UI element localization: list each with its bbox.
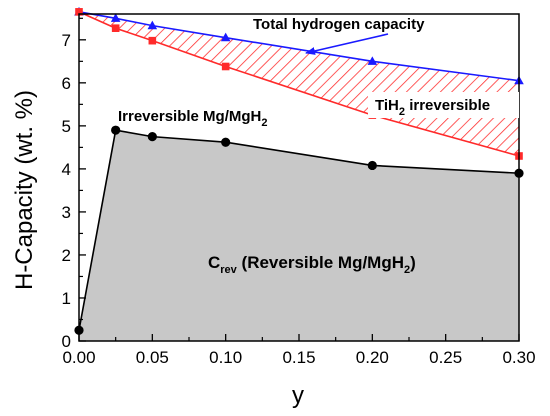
data-point-circle bbox=[147, 132, 157, 142]
data-point-circle bbox=[367, 160, 377, 171]
y-tick-label: 0 bbox=[62, 332, 71, 351]
fill-regions bbox=[79, 11, 519, 341]
annotation-crev-c: C bbox=[208, 253, 220, 272]
annotation-crev-sub: rev bbox=[220, 264, 237, 276]
y-axis: 0 1 2 3 4 5 6 7 bbox=[62, 17, 86, 351]
x-tick-label: 0.05 bbox=[136, 348, 169, 367]
y-axis-title: H-Capacity (wt. %) bbox=[11, 90, 38, 290]
annotation-tih2-text-b: irreversible bbox=[405, 97, 490, 114]
annotation-total-capacity-label: Total hydrogen capacity bbox=[253, 16, 425, 33]
x-tick-label: 0.25 bbox=[429, 348, 462, 367]
annotation-irreversible-mg: Irreversible Mg/MgH2 bbox=[118, 108, 268, 129]
series-line bbox=[78, 11, 520, 157]
x-axis-title: y bbox=[292, 382, 304, 409]
annotation-irreversible-mg-text: Irreversible Mg/MgH bbox=[118, 108, 261, 125]
data-point-triangle bbox=[220, 32, 231, 42]
data-point-circle bbox=[221, 137, 231, 147]
data-point-square bbox=[221, 62, 230, 71]
data-point-triangle bbox=[367, 56, 378, 65]
annotation-tih2-sub: 2 bbox=[399, 106, 405, 118]
annotation-total-capacity: Total hydrogen capacity bbox=[253, 16, 425, 55]
y-tick-label: 6 bbox=[62, 74, 71, 93]
data-point-triangle bbox=[110, 13, 121, 22]
annotation-crev-text: (Reversible Mg/MgH bbox=[237, 253, 404, 272]
annotation-crev-close: ) bbox=[410, 253, 416, 272]
x-tick-label: 0.10 bbox=[209, 348, 242, 367]
data-point-square bbox=[75, 8, 83, 16]
y-tick-label: 3 bbox=[62, 203, 71, 222]
x-tick-label: 0.30 bbox=[502, 348, 535, 367]
series-line bbox=[78, 11, 520, 82]
data-point-square bbox=[111, 24, 120, 32]
annotation-tih2-text: TiH bbox=[375, 97, 399, 114]
x-tick-label: 0.20 bbox=[356, 348, 389, 367]
data-point-triangle bbox=[147, 20, 158, 30]
tih2-label-background bbox=[368, 92, 519, 118]
y-tick-label: 7 bbox=[62, 31, 71, 50]
x-tick-label: 0.00 bbox=[62, 348, 95, 367]
annotation-crev-sub2: 2 bbox=[404, 264, 410, 276]
series-line bbox=[78, 129, 520, 331]
reversible-region bbox=[79, 130, 519, 341]
tih2-irreversible-region bbox=[79, 11, 519, 156]
annotation-crev: Crev (Reversible Mg/MgH2) bbox=[208, 253, 416, 276]
data-point-square bbox=[148, 36, 157, 45]
x-axis: 0.00 0.05 0.10 0.15 0.20 0.25 0.30 bbox=[62, 334, 536, 367]
y-tick-label: 4 bbox=[62, 160, 71, 179]
annotation-irreversible-mg-sub: 2 bbox=[261, 117, 267, 129]
annotation-arrow bbox=[305, 33, 389, 55]
annotation-tih2-irreversible: TiH2 irreversible bbox=[375, 97, 490, 118]
x-tick-label: 0.15 bbox=[282, 348, 315, 367]
y-tick-label: 5 bbox=[62, 117, 71, 136]
data-point-circle bbox=[111, 125, 121, 135]
y-tick-label: 1 bbox=[62, 289, 71, 308]
y-tick-label: 2 bbox=[62, 246, 71, 265]
series-lines bbox=[78, 11, 520, 331]
